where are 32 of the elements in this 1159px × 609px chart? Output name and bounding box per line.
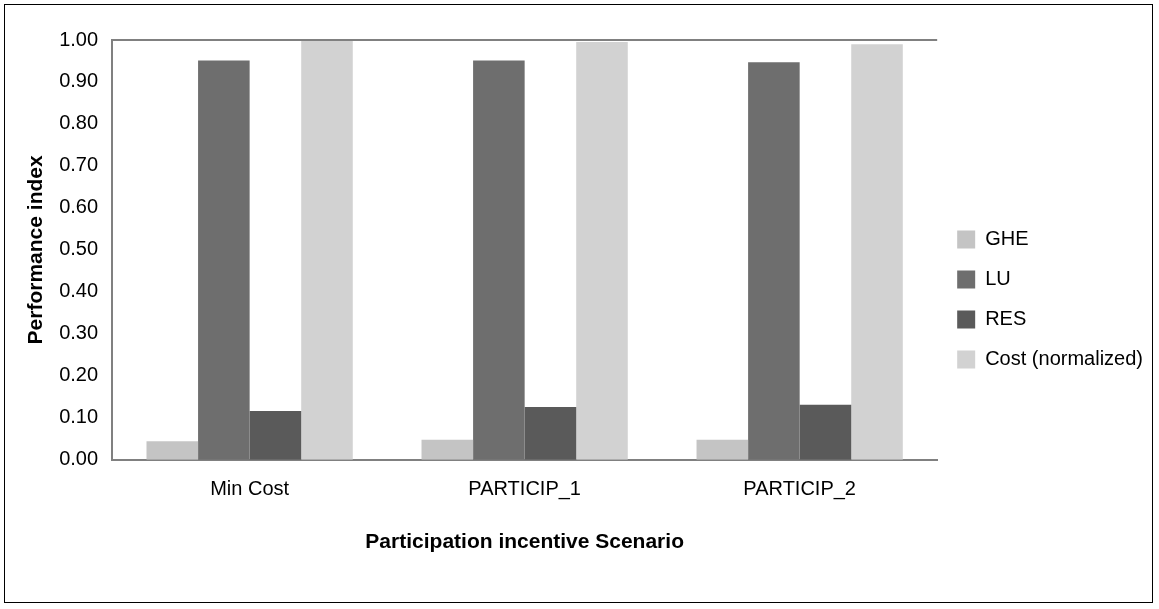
legend-label: Cost (normalized) (985, 347, 1144, 370)
bar (146, 441, 199, 460)
y-tick-label: 0.10 (59, 405, 99, 428)
bar (249, 411, 302, 460)
bar (473, 60, 525, 460)
x-tick-label: PARTICIP_2 (743, 477, 856, 501)
bar (576, 42, 628, 460)
bar (198, 60, 250, 460)
y-tick-label: 0.00 (59, 447, 99, 470)
legend-label: LU (985, 267, 1011, 290)
bar (524, 406, 577, 460)
y-tick-label: 0.50 (59, 237, 99, 260)
legend-label: RES (985, 307, 1027, 330)
x-tick-label: PARTICIP_1 (468, 477, 581, 501)
bar (799, 404, 852, 460)
y-tick-label: 0.40 (59, 279, 99, 302)
y-tick-label: 0.70 (59, 153, 99, 176)
bar (301, 40, 353, 460)
y-tick-label: 0.60 (59, 195, 99, 218)
bar (421, 439, 474, 460)
y-tick-label: 0.30 (59, 321, 99, 344)
y-tick-label: 1.00 (59, 27, 99, 50)
bar (696, 439, 749, 460)
x-axis-title: Participation incentive Scenario (365, 529, 684, 553)
x-tick-label: Min Cost (210, 477, 290, 500)
bar (748, 62, 800, 460)
legend-label: GHE (985, 227, 1029, 250)
y-tick-label: 0.20 (59, 363, 99, 386)
y-tick-label: 0.80 (59, 111, 99, 134)
y-tick-label: 0.90 (59, 69, 99, 92)
y-axis-title: Performance index (23, 155, 47, 345)
bar (851, 44, 903, 460)
